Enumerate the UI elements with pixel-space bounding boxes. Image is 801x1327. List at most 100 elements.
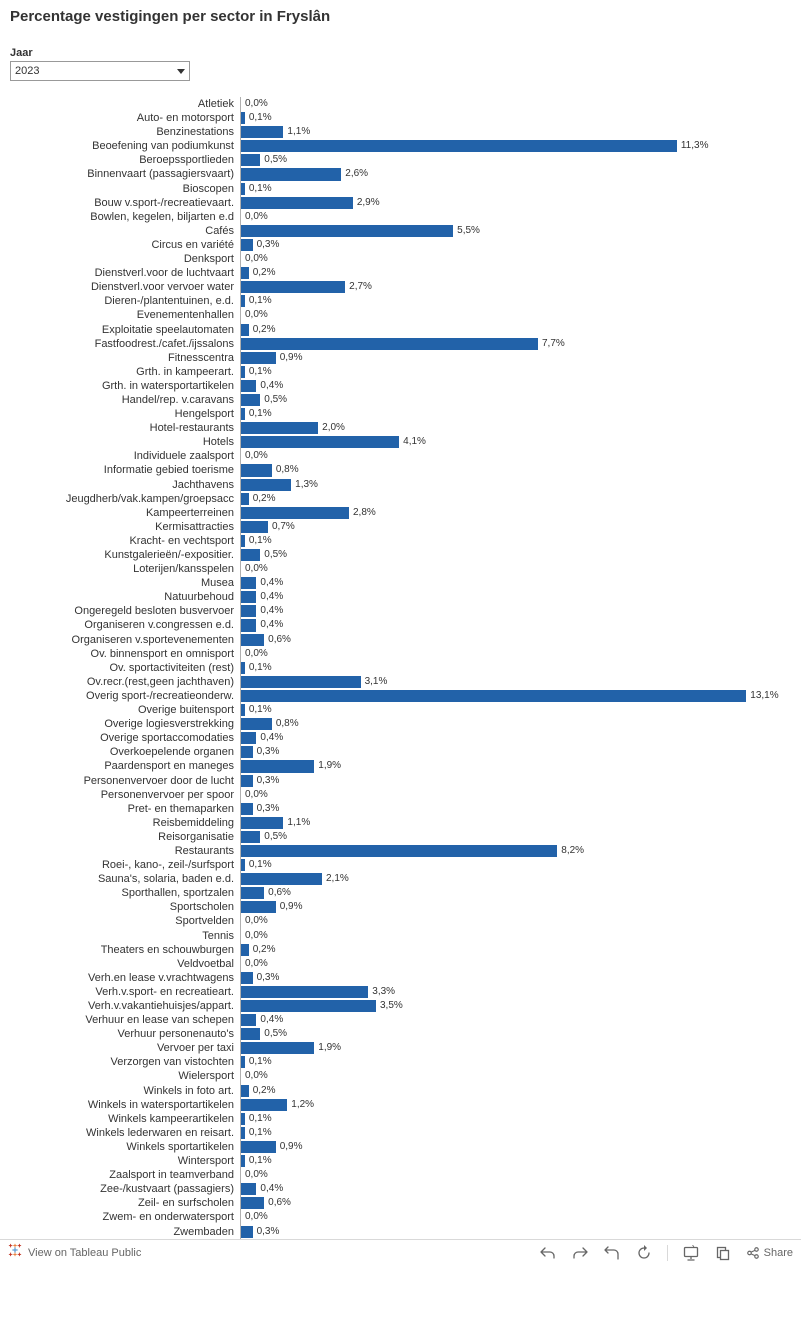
bar[interactable] [241,521,268,533]
category-label: Bowlen, kegelen, biljarten e.d [10,210,240,224]
bar[interactable] [241,338,538,350]
bar-track: 0,1% [240,1154,791,1168]
value-label: 0,0% [241,957,268,971]
bar[interactable] [241,394,260,406]
value-label: 0,7% [268,520,295,534]
category-label: Hengelsport [10,407,240,421]
bar[interactable] [241,436,399,448]
bar[interactable] [241,168,341,180]
bar[interactable] [241,775,253,787]
bar[interactable] [241,690,746,702]
bar[interactable] [241,746,253,758]
refresh-button[interactable] [635,1244,653,1262]
bar-track: 0,4% [240,379,791,393]
redo-button[interactable] [571,1244,589,1262]
bar[interactable] [241,718,272,730]
share-button[interactable]: Share [746,1246,793,1260]
value-label: 0,3% [253,1225,280,1239]
bar[interactable] [241,1000,376,1012]
bar[interactable] [241,831,260,843]
chart-row: Zee-/kustvaart (passagiers)0,4% [10,1182,791,1196]
category-label: Winkels in foto art. [10,1084,240,1098]
bar[interactable] [241,422,318,434]
value-label: 0,0% [241,562,268,576]
bar[interactable] [241,605,256,617]
bar[interactable] [241,225,453,237]
category-label: Verhuur en lease van schepen [10,1013,240,1027]
bar[interactable] [241,591,256,603]
presentation-button[interactable] [682,1244,700,1262]
bar[interactable] [241,380,256,392]
bar[interactable] [241,634,264,646]
bar[interactable] [241,464,272,476]
bar[interactable] [241,154,260,166]
bar[interactable] [241,577,256,589]
page-title: Percentage vestigingen per sector in Fry… [10,8,791,25]
bar[interactable] [241,549,260,561]
bar-track: 0,9% [240,351,791,365]
bar[interactable] [241,281,345,293]
value-label: 0,4% [256,379,283,393]
chart-row: Verh.en lease v.vrachtwagens0,3% [10,971,791,985]
bar[interactable] [241,1042,314,1054]
bar[interactable] [241,1197,264,1209]
bar[interactable] [241,887,264,899]
bar[interactable] [241,619,256,631]
bar-track: 0,0% [240,97,791,111]
value-label: 1,3% [291,478,318,492]
value-label: 0,1% [245,858,272,872]
bar-track: 8,2% [240,844,791,858]
bar[interactable] [241,239,253,251]
bar-track: 0,3% [240,238,791,252]
chart-row: Grth. in kampeerart.0,1% [10,365,791,379]
bar[interactable] [241,140,677,152]
bar[interactable] [241,873,322,885]
category-label: Dienstverl.voor vervoer water [10,280,240,294]
bar[interactable] [241,944,249,956]
bar-track: 2,0% [240,421,791,435]
bar[interactable] [241,676,361,688]
chart-row: Jachthavens1,3% [10,478,791,492]
bar[interactable] [241,1028,260,1040]
bar[interactable] [241,126,283,138]
bar-track: 1,2% [240,1098,791,1112]
bar[interactable] [241,760,314,772]
bar[interactable] [241,197,353,209]
value-label: 0,2% [249,1084,276,1098]
bar[interactable] [241,507,349,519]
category-label: Informatie gebied toerisme [10,463,240,477]
undo-button[interactable] [539,1244,557,1262]
bar-track: 0,1% [240,407,791,421]
chart-row: Binnenvaart (passagiersvaart)2,6% [10,167,791,181]
bar[interactable] [241,972,253,984]
chart-row: Sportscholen0,9% [10,900,791,914]
bar[interactable] [241,267,249,279]
download-button[interactable] [714,1244,732,1262]
bar[interactable] [241,1226,253,1238]
chart-row: Verzorgen van vistochten0,1% [10,1055,791,1069]
bar[interactable] [241,1014,256,1026]
bar[interactable] [241,732,256,744]
bar[interactable] [241,1085,249,1097]
category-label: Reisorganisatie [10,830,240,844]
bar[interactable] [241,845,557,857]
bar[interactable] [241,901,276,913]
bar-track: 1,1% [240,816,791,830]
year-select[interactable]: 2023 [10,61,190,81]
chart-row: Verh.v.vakantiehuisjes/appart.3,5% [10,999,791,1013]
bar[interactable] [241,352,276,364]
bar[interactable] [241,803,253,815]
chart-row: Winkels sportartikelen0,9% [10,1140,791,1154]
bar[interactable] [241,817,283,829]
bar[interactable] [241,479,291,491]
view-on-public-link[interactable]: View on Tableau Public [8,1243,141,1262]
revert-button[interactable] [603,1244,621,1262]
value-label: 1,9% [314,1041,341,1055]
bar[interactable] [241,1099,287,1111]
bar[interactable] [241,986,368,998]
bar[interactable] [241,1183,256,1195]
bar[interactable] [241,324,249,336]
chart-row: Atletiek0,0% [10,97,791,111]
bar[interactable] [241,1141,276,1153]
bar[interactable] [241,493,249,505]
